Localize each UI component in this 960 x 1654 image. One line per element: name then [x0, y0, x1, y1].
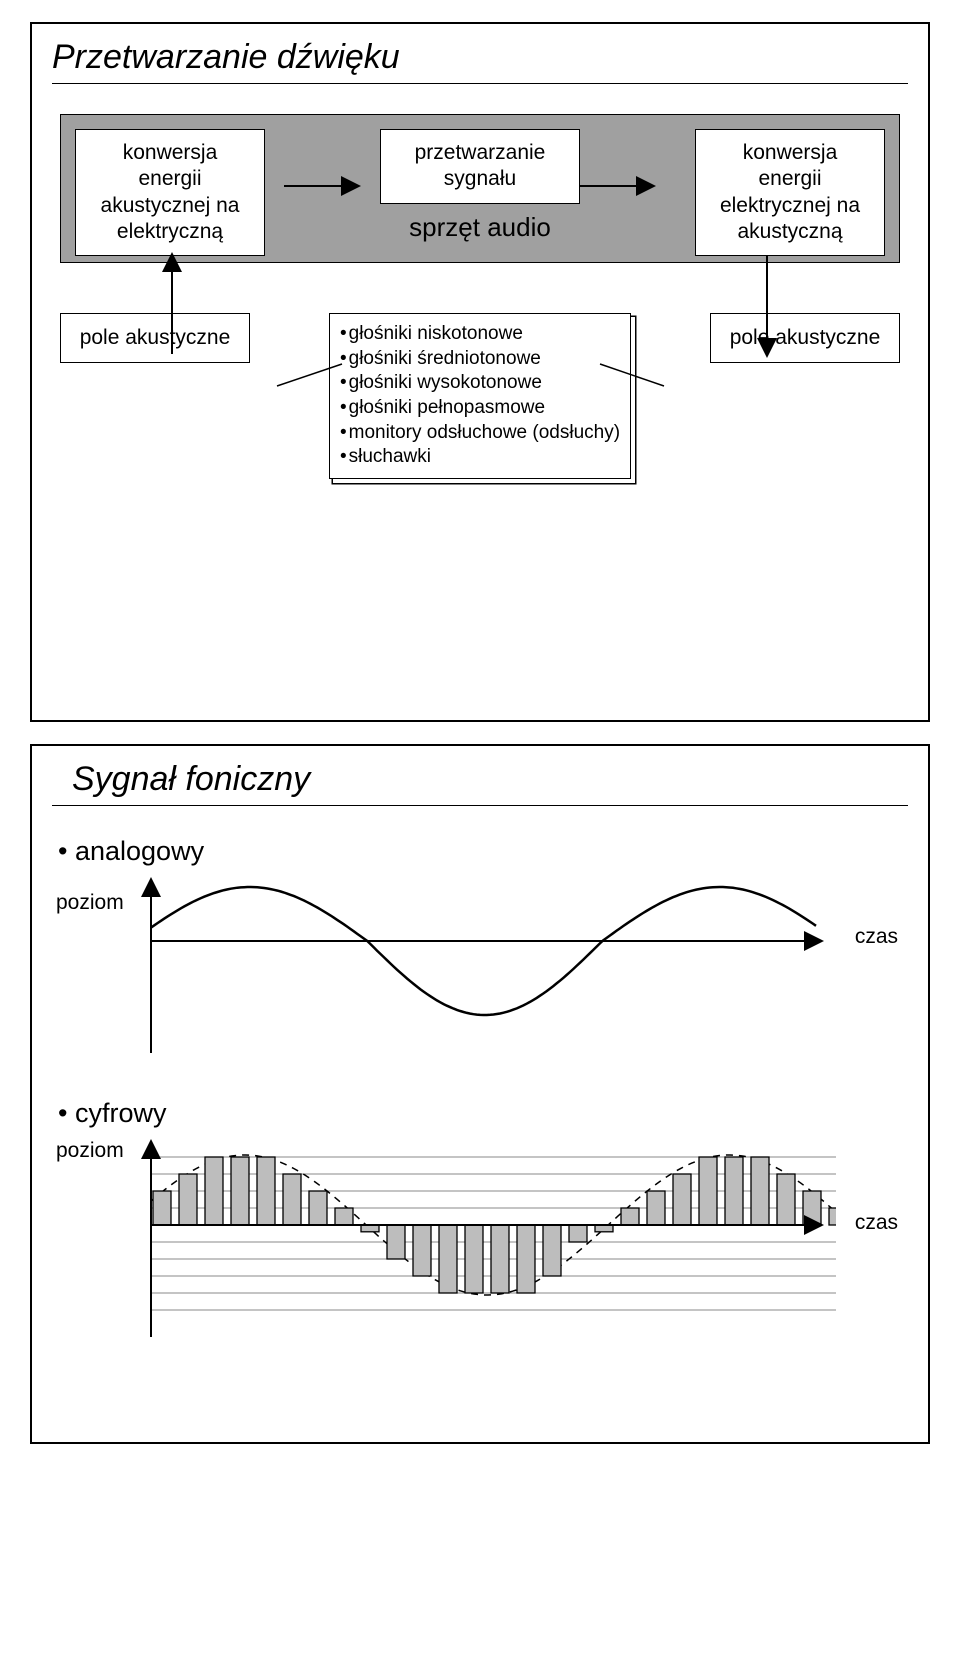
block-electric-to-acoustic: konwersjaenergiielektrycznej naakustyczn…	[695, 129, 885, 256]
block-acoustic-to-electric: konwersjaenergiiakustycznej naelektryczn…	[75, 129, 265, 256]
analog-y-label: poziom	[56, 891, 124, 915]
title-rule-2	[52, 805, 908, 806]
speaker-list-item: głośniki wysokotonowe	[340, 371, 620, 396]
digital-x-label: czas	[855, 1211, 898, 1235]
analog-chart-wrap: poziom czas	[56, 873, 908, 1068]
speaker-list-item: głośniki średniotonowe	[340, 347, 620, 372]
title-rule-1	[52, 83, 908, 84]
slide-1: Przetwarzanie dźwięku konwersjaenergiiak…	[30, 22, 930, 722]
equipment-box: konwersjaenergiiakustycznej naelektryczn…	[60, 114, 900, 263]
speaker-list-item: głośniki pełnopasmowe	[340, 396, 620, 421]
speaker-list-block: głośniki niskotonowegłośniki średniotono…	[329, 313, 631, 479]
digital-y-label: poziom	[56, 1139, 124, 1163]
analog-chart	[56, 873, 836, 1063]
equipment-label: sprzęt audio	[409, 212, 551, 243]
speaker-list-item: głośniki niskotonowe	[340, 322, 620, 347]
slide1-title: Przetwarzanie dźwięku	[52, 38, 908, 77]
block-acoustic-field-right: pole akustyczne	[710, 313, 900, 363]
bullet-analog: analogowy	[58, 836, 908, 867]
bullet-digital: cyfrowy	[58, 1098, 908, 1129]
slide2-title: Sygnał foniczny	[72, 760, 908, 799]
slide-2: Sygnał foniczny analogowy poziom czas cy…	[30, 744, 930, 1444]
lower-row: pole akustyczne głośniki niskotonowegłoś…	[60, 313, 900, 479]
block-acoustic-field-left: pole akustyczne	[60, 313, 250, 363]
digital-chart	[56, 1135, 836, 1345]
speaker-list-item: słuchawki	[340, 445, 620, 470]
analog-x-label: czas	[855, 925, 898, 949]
block-signal-processing: przetwarzaniesygnału	[380, 129, 580, 204]
diagram-area: konwersjaenergiiakustycznej naelektryczn…	[52, 114, 908, 674]
middle-column: przetwarzaniesygnału sprzęt audio	[279, 129, 681, 243]
speaker-list-item: monitory odsłuchowe (odsłuchy)	[340, 421, 620, 446]
digital-chart-wrap: poziom czas	[56, 1135, 908, 1350]
